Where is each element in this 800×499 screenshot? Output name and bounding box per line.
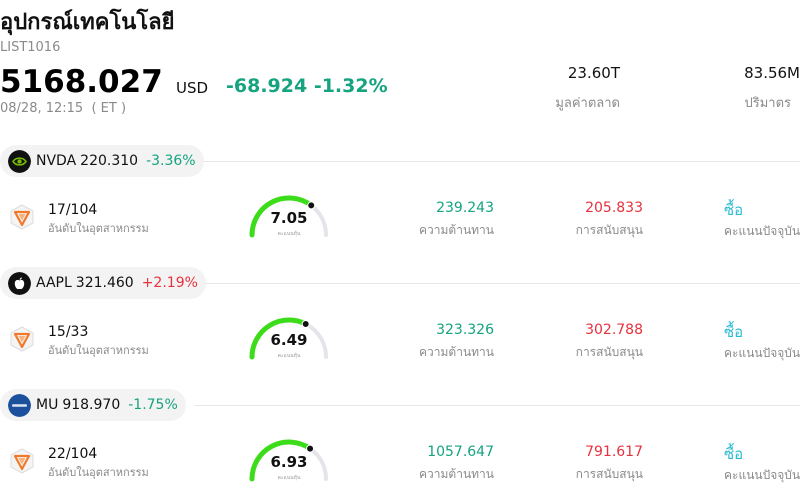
list-code: LIST1016: [0, 40, 61, 55]
market-cap-label: มูลค่าตลาด: [555, 96, 620, 111]
industry-rank-label: อันดับในอุตสาหกรรม: [48, 344, 149, 357]
stock-pill[interactable]: NVDA 220.310 -3.36%: [0, 145, 204, 177]
support-value: 205.833: [585, 200, 643, 216]
stock-ticker: MU: [36, 397, 59, 413]
industry-rank: 15/33: [48, 324, 89, 340]
industry-rank-icon: [10, 448, 34, 474]
score-gauge: [249, 195, 328, 238]
stock-pill[interactable]: AAPL 321.460 +2.19%: [0, 267, 206, 299]
support-value: 791.617: [585, 444, 643, 460]
resistance-value: 1057.647: [427, 444, 494, 460]
stock-ticker: AAPL: [36, 275, 72, 291]
nvidia-logo-icon: [8, 149, 31, 173]
apple-logo-icon: [8, 271, 31, 295]
stock-price: 321.460: [75, 275, 134, 291]
row-divider: [195, 161, 800, 162]
rating-buy-link[interactable]: ซื้อ: [724, 445, 744, 463]
industry-rank-label: อันดับในอุตสาหกรรม: [48, 222, 149, 235]
stock-change: -1.75%: [128, 397, 178, 413]
rating-buy-link[interactable]: ซื้อ: [724, 201, 744, 219]
support-label: การสนับสนุน: [575, 467, 643, 481]
stock-score: 7.05: [270, 209, 308, 227]
stock-price: 918.970: [62, 397, 121, 413]
timestamp: 08/28, 12:15 ( ET ): [0, 101, 127, 116]
score-gauge: [249, 439, 328, 482]
support-value: 302.788: [585, 322, 643, 338]
industry-rank-icon: [10, 326, 34, 352]
industry-rank: 22/104: [48, 446, 98, 462]
resistance-value: 323.326: [436, 322, 494, 338]
score-gauge: [249, 317, 328, 360]
current-rating-label: คะแนนปัจจุบัน: [724, 468, 800, 482]
row-divider: [195, 405, 800, 406]
volume-value: 83.56M: [744, 64, 800, 82]
stock-score-label: คะแนนหุ้น: [277, 231, 301, 237]
stock-pill[interactable]: MU 918.970 -1.75%: [0, 389, 186, 421]
resistance-label: ความต้านทาน: [419, 467, 494, 481]
market-cap-value: 23.60T: [567, 64, 620, 82]
page-title: อุปกรณ์เทคโนโลยี: [0, 10, 175, 35]
stock-score: 6.93: [270, 453, 308, 471]
current-rating-label: คะแนนปัจจุบัน: [724, 224, 800, 238]
current-rating-label: คะแนนปัจจุบัน: [724, 346, 800, 360]
industry-rank-icon: [10, 204, 34, 230]
index-price: 5168.027: [0, 64, 163, 100]
stock-score-label: คะแนนหุ้น: [277, 353, 301, 359]
industry-rank: 17/104: [48, 202, 98, 218]
resistance-label: ความต้านทาน: [419, 345, 494, 359]
stock-ticker: NVDA: [36, 153, 77, 169]
resistance-label: ความต้านทาน: [419, 223, 494, 237]
micron-logo-icon: [8, 393, 31, 417]
stock-change: -3.36%: [146, 153, 196, 169]
row-divider: [195, 283, 800, 284]
support-label: การสนับสนุน: [575, 223, 643, 237]
industry-rank-label: อันดับในอุตสาหกรรม: [48, 466, 149, 479]
stock-score: 6.49: [270, 331, 308, 349]
rating-buy-link[interactable]: ซื้อ: [724, 323, 744, 341]
volume-label: ปริมาตร: [744, 96, 791, 111]
support-label: การสนับสนุน: [575, 345, 643, 359]
currency-label: USD: [176, 79, 209, 97]
index-change: -68.924 -1.32%: [226, 75, 388, 97]
stock-change: +2.19%: [141, 275, 198, 291]
resistance-value: 239.243: [436, 200, 494, 216]
stock-price: 220.310: [80, 153, 139, 169]
stock-score-label: คะแนนหุ้น: [277, 475, 301, 481]
